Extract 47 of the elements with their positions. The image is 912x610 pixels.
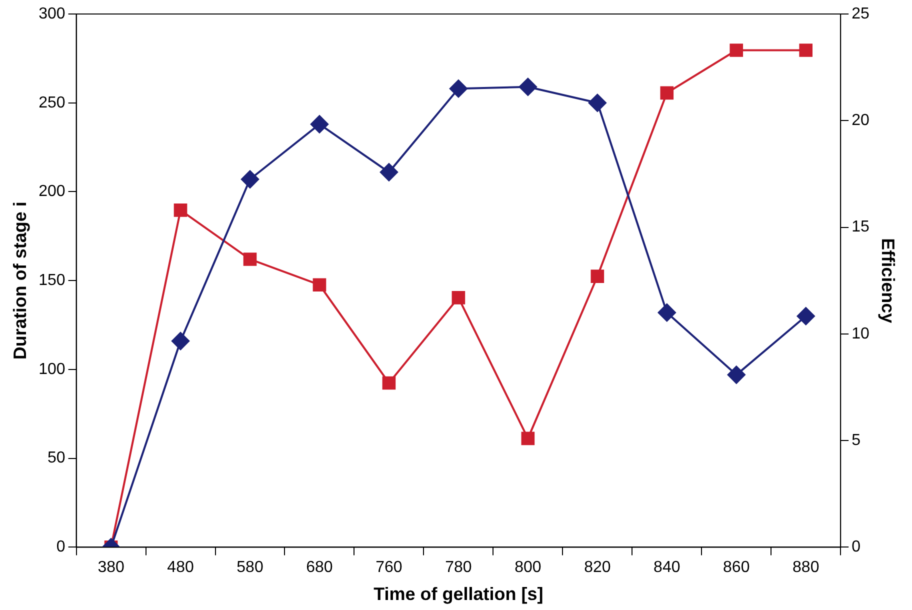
x-tick-label: 780 bbox=[445, 559, 472, 576]
point bbox=[660, 86, 674, 100]
x-tick-label: 480 bbox=[167, 559, 194, 576]
y2-tick-label: 15 bbox=[852, 218, 870, 236]
point bbox=[730, 44, 744, 57]
y-tick-label: 100 bbox=[38, 360, 66, 378]
point bbox=[588, 94, 606, 112]
x-tick-label: 760 bbox=[376, 559, 402, 576]
point bbox=[243, 252, 257, 266]
x-axis-title: Time of gellation [s] bbox=[374, 584, 544, 604]
x-tick-label: 680 bbox=[306, 559, 333, 576]
y-tick-label: 250 bbox=[38, 94, 66, 112]
y-tick-label: 150 bbox=[38, 272, 66, 290]
y2-tick-label: 0 bbox=[852, 538, 861, 556]
x-tick-label: 580 bbox=[236, 559, 264, 576]
y2-tick-label: 5 bbox=[852, 432, 861, 449]
x-tick-label: 880 bbox=[792, 559, 820, 576]
x-tick-label: 820 bbox=[584, 559, 611, 576]
point bbox=[590, 270, 604, 283]
x-tick-label: 800 bbox=[514, 559, 542, 576]
y-tick-label: 200 bbox=[38, 183, 66, 200]
y2-tick-label: 10 bbox=[852, 325, 870, 342]
y-tick-label: 50 bbox=[48, 450, 66, 467]
y2-tick-label: 20 bbox=[852, 112, 870, 130]
point bbox=[312, 278, 326, 292]
y2-axis-title: Efficiency bbox=[878, 238, 898, 324]
point bbox=[174, 204, 188, 217]
point bbox=[241, 170, 259, 188]
x-tick-label: 380 bbox=[98, 559, 124, 576]
y-tick-label: 0 bbox=[56, 538, 66, 556]
y-axis-title: Duration of stage i bbox=[10, 202, 30, 360]
x-tick-label: 840 bbox=[654, 559, 680, 576]
point bbox=[727, 366, 746, 384]
point bbox=[658, 304, 676, 322]
x-tick-label: 860 bbox=[723, 559, 750, 576]
y-tick-label: 300 bbox=[38, 5, 66, 22]
point bbox=[310, 115, 328, 134]
point bbox=[382, 376, 396, 390]
point bbox=[796, 307, 815, 326]
point bbox=[521, 432, 535, 446]
point bbox=[172, 332, 190, 350]
point bbox=[518, 78, 537, 96]
point bbox=[452, 291, 466, 304]
point bbox=[449, 80, 468, 98]
point bbox=[380, 163, 398, 182]
y2-tick-label: 25 bbox=[852, 5, 870, 22]
point bbox=[799, 44, 813, 57]
